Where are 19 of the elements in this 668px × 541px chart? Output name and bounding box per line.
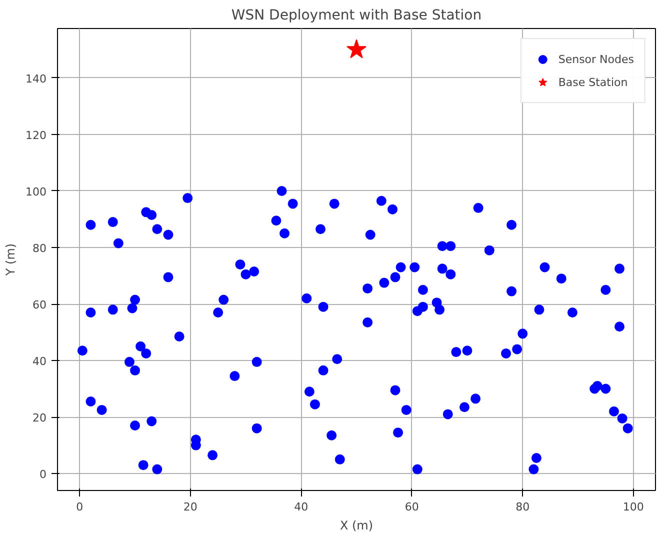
y-tick-label: 120 [26, 128, 47, 142]
y-tick-label: 40 [32, 355, 47, 368]
x-tick-label: 80 [516, 500, 530, 514]
x-axis-title: X (m) [340, 518, 374, 532]
x-tick-label: 100 [622, 500, 644, 514]
y-tick-label: 20 [32, 412, 47, 425]
y-tick-label: 100 [26, 185, 47, 198]
y-tick-label: 80 [32, 242, 47, 255]
legend-label: Base Station [558, 76, 628, 88]
x-tick-label: 0 [76, 500, 84, 514]
x-tick-label: 60 [404, 500, 419, 514]
y-tick-label: 60 [32, 298, 47, 312]
legend-label: Sensor Nodes [558, 52, 634, 66]
chart-title: WSN Deployment with Base Station [231, 8, 482, 24]
x-tick-label: 40 [294, 500, 308, 514]
y-tick-label: 0 [40, 468, 46, 482]
y-axis-title: Y (m) [4, 243, 18, 277]
x-tick-label: 20 [183, 500, 198, 514]
y-tick-label: 140 [26, 72, 47, 86]
